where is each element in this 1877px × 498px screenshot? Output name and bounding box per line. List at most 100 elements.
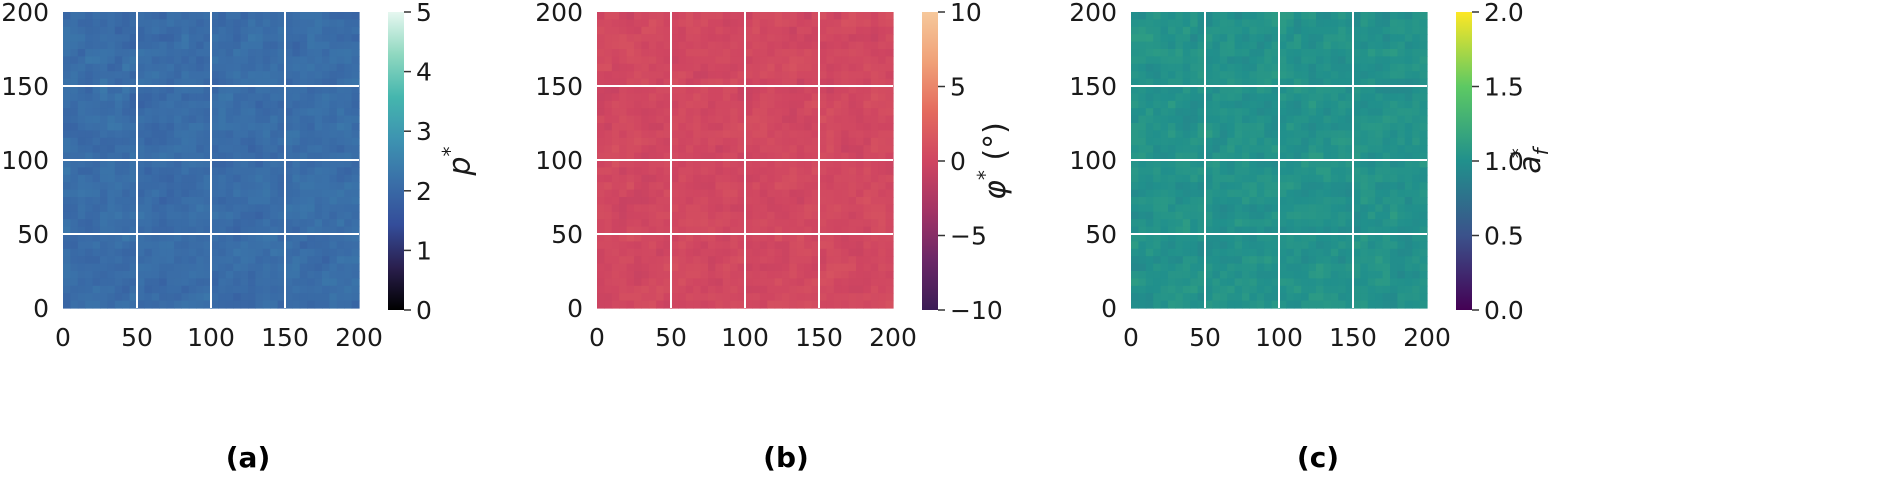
heatmap-cell: [804, 34, 813, 43]
heatmap-cell: [878, 271, 887, 279]
heatmap-cell: [693, 263, 702, 272]
heatmap-cell: [1353, 189, 1361, 198]
heatmap-cell: [329, 78, 338, 87]
heatmap-cell: [878, 167, 887, 176]
heatmap-cell: [634, 204, 642, 213]
heatmap-cell: [166, 130, 175, 139]
heatmap-cell: [85, 26, 94, 35]
heatmap-cell: [1264, 189, 1273, 198]
heatmap-cell: [1197, 263, 1206, 272]
heatmap-cell: [211, 167, 219, 176]
heatmap-cell: [767, 293, 776, 302]
heatmap-cell: [1242, 226, 1250, 235]
heatmap-cell: [225, 123, 234, 131]
heatmap-cell: [715, 152, 724, 161]
heatmap-cell: [63, 115, 71, 124]
heatmap-cell: [730, 86, 739, 94]
heatmap-cell: [196, 130, 205, 139]
heatmap-cell: [708, 115, 716, 124]
heatmap-cell: [174, 182, 182, 191]
heatmap-cell: [1227, 41, 1236, 50]
heatmap-cell: [1360, 263, 1369, 272]
heatmap-cell: [63, 145, 71, 154]
heatmap-cell: [1286, 100, 1295, 109]
heatmap-cell: [671, 71, 679, 80]
heatmap-cell: [656, 241, 665, 250]
heatmap-cell: [77, 219, 86, 228]
heatmap-cell: [597, 219, 605, 228]
heatmap-cell: [1219, 234, 1228, 242]
heatmap-cell: [196, 49, 205, 57]
heatmap-cell: [1271, 271, 1280, 279]
heatmap-cell: [1264, 167, 1273, 176]
heatmap-cell: [1419, 189, 1428, 198]
heatmap-cell: [833, 34, 842, 43]
heatmap-cell: [878, 49, 887, 57]
heatmap-cell: [203, 211, 212, 220]
heatmap-cell: [1375, 300, 1384, 309]
heatmap-cell: [1234, 108, 1243, 117]
heatmap-cell: [826, 226, 835, 235]
heatmap-cell: [336, 204, 345, 213]
heatmap-cell: [144, 293, 153, 302]
heatmap-cell: [826, 263, 835, 272]
heatmap-cell: [1153, 241, 1162, 250]
heatmap-cell: [1182, 152, 1191, 161]
heatmap-cell: [752, 56, 761, 65]
heatmap-cell: [811, 152, 820, 161]
heatmap-cell: [70, 285, 79, 294]
heatmap-cell: [344, 123, 353, 131]
heatmap-cell: [870, 108, 879, 117]
heatmap-cell: [604, 41, 613, 50]
heatmap-cell: [151, 19, 160, 28]
heatmap-cell: [203, 256, 212, 265]
heatmap-cell: [314, 12, 323, 20]
heatmap-cell: [700, 167, 709, 176]
heatmap-cell: [70, 137, 79, 146]
heatmap-cell: [1175, 49, 1184, 57]
heatmap-cell: [1234, 293, 1243, 302]
panel-label-a: (a): [226, 441, 271, 474]
heatmap-cell: [1390, 211, 1398, 220]
heatmap-cell: [1286, 78, 1295, 87]
heatmap-cell: [1271, 145, 1280, 154]
heatmap-cell: [292, 108, 301, 117]
colorbar-label-unit: (°): [978, 122, 1013, 170]
heatmap-cell: [203, 174, 212, 183]
heatmap-cell: [1182, 100, 1191, 109]
heatmap-cell: [329, 300, 338, 309]
heatmap-cell: [878, 211, 887, 220]
heatmap-cell: [841, 248, 850, 257]
heatmap-cell: [885, 78, 894, 87]
heatmap-cell: [122, 100, 131, 109]
heatmap-cell: [92, 197, 101, 205]
heatmap-cell: [848, 197, 857, 205]
heatmap-cell: [218, 78, 227, 87]
heatmap-cell: [819, 197, 827, 205]
heatmap-cell: [737, 137, 746, 146]
heatmap-cell: [336, 300, 345, 309]
heatmap-cell: [70, 63, 79, 72]
heatmap-cell: [225, 234, 234, 242]
heatmap-cell: [255, 34, 264, 43]
heatmap-cell: [225, 12, 234, 20]
heatmap-cell: [745, 41, 753, 50]
heatmap-cell: [1330, 49, 1339, 57]
heatmap-cell: [597, 226, 605, 235]
heatmap-cell: [285, 263, 293, 272]
heatmap-cell: [107, 115, 116, 124]
heatmap-cell: [166, 256, 175, 265]
heatmap-cell: [804, 211, 813, 220]
heatmap-cell: [648, 300, 657, 309]
heatmap-cell: [181, 271, 190, 279]
heatmap-cell: [685, 152, 694, 161]
heatmap-cell: [1279, 226, 1287, 235]
heatmap-cell: [92, 211, 101, 220]
heatmap-cell: [804, 123, 813, 131]
heatmap-cell: [1138, 241, 1147, 250]
heatmap-cell: [878, 219, 887, 228]
heatmap-cell: [285, 278, 293, 287]
heatmap-cell: [1323, 204, 1332, 213]
heatmap-cell: [1175, 41, 1184, 50]
heatmap-cell: [292, 160, 301, 168]
